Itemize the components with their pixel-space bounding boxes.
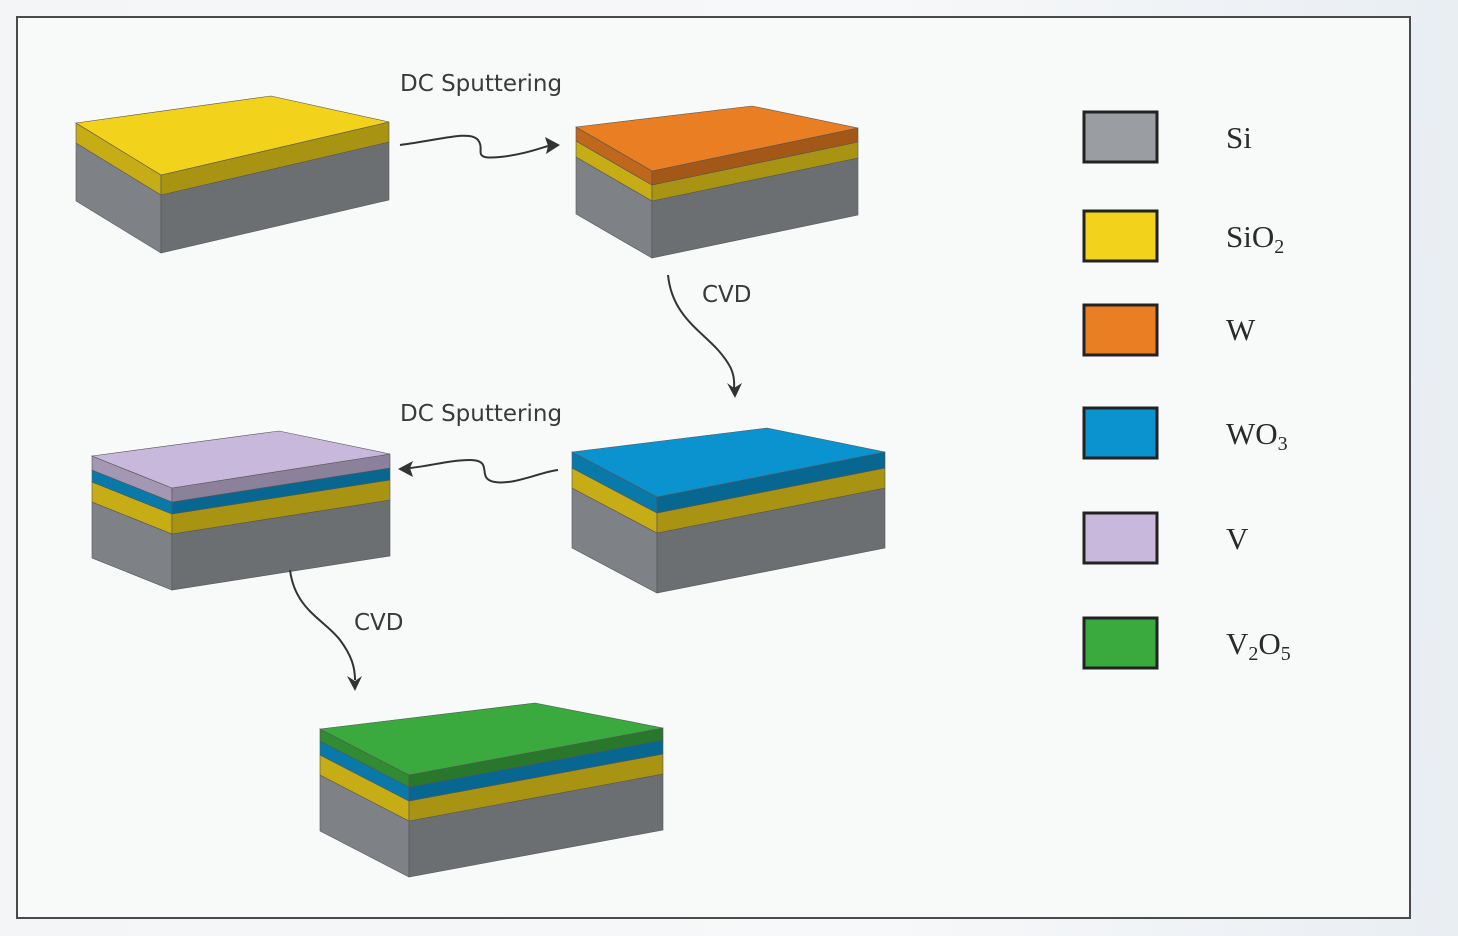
arrow-cvd-2	[289, 569, 362, 691]
layer-sio2-top	[75, 95, 390, 176]
stack-with-wo3-layer	[571, 427, 886, 594]
layer-wo3-top	[571, 427, 886, 498]
legend-swatch-sio2	[1082, 209, 1159, 263]
layer-v2o5-top	[318, 702, 664, 776]
step-label-cvd-2: CVD	[354, 610, 404, 636]
legend-swatch-wo3	[1082, 406, 1159, 460]
legend-label-wo3: WO3	[1226, 416, 1288, 455]
legend-swatch-si	[1082, 110, 1159, 164]
stack-with-v2o5-layer	[318, 702, 664, 878]
legend-label-w: W	[1226, 312, 1256, 347]
layer-v-top	[90, 430, 391, 489]
layer-w-top	[575, 105, 859, 172]
arrow-cvd-1	[667, 274, 742, 398]
legend-label-sio2: SiO2	[1226, 219, 1284, 258]
step-label-dc-sputtering-1: DC Sputtering	[400, 71, 562, 97]
legend-label-si: Si	[1226, 120, 1252, 155]
arrow-sputter-1	[399, 134, 560, 159]
step-label-cvd-1: CVD	[702, 282, 752, 308]
legend-swatch-w	[1082, 303, 1159, 357]
step-label-dc-sputtering-2: DC Sputtering	[400, 401, 562, 427]
legend: Si SiO2 W WO3 V V2O5	[1082, 110, 1291, 670]
stack-with-w-layer	[575, 105, 859, 259]
stack-with-v-layer	[90, 430, 391, 591]
substrate-si-sio2	[75, 95, 390, 254]
arrow-sputter-2	[398, 458, 559, 484]
legend-swatch-v2o5	[1082, 616, 1159, 670]
legend-label-v2o5: V2O5	[1226, 626, 1291, 665]
legend-label-v: V	[1226, 521, 1249, 556]
legend-swatch-v	[1082, 511, 1159, 565]
